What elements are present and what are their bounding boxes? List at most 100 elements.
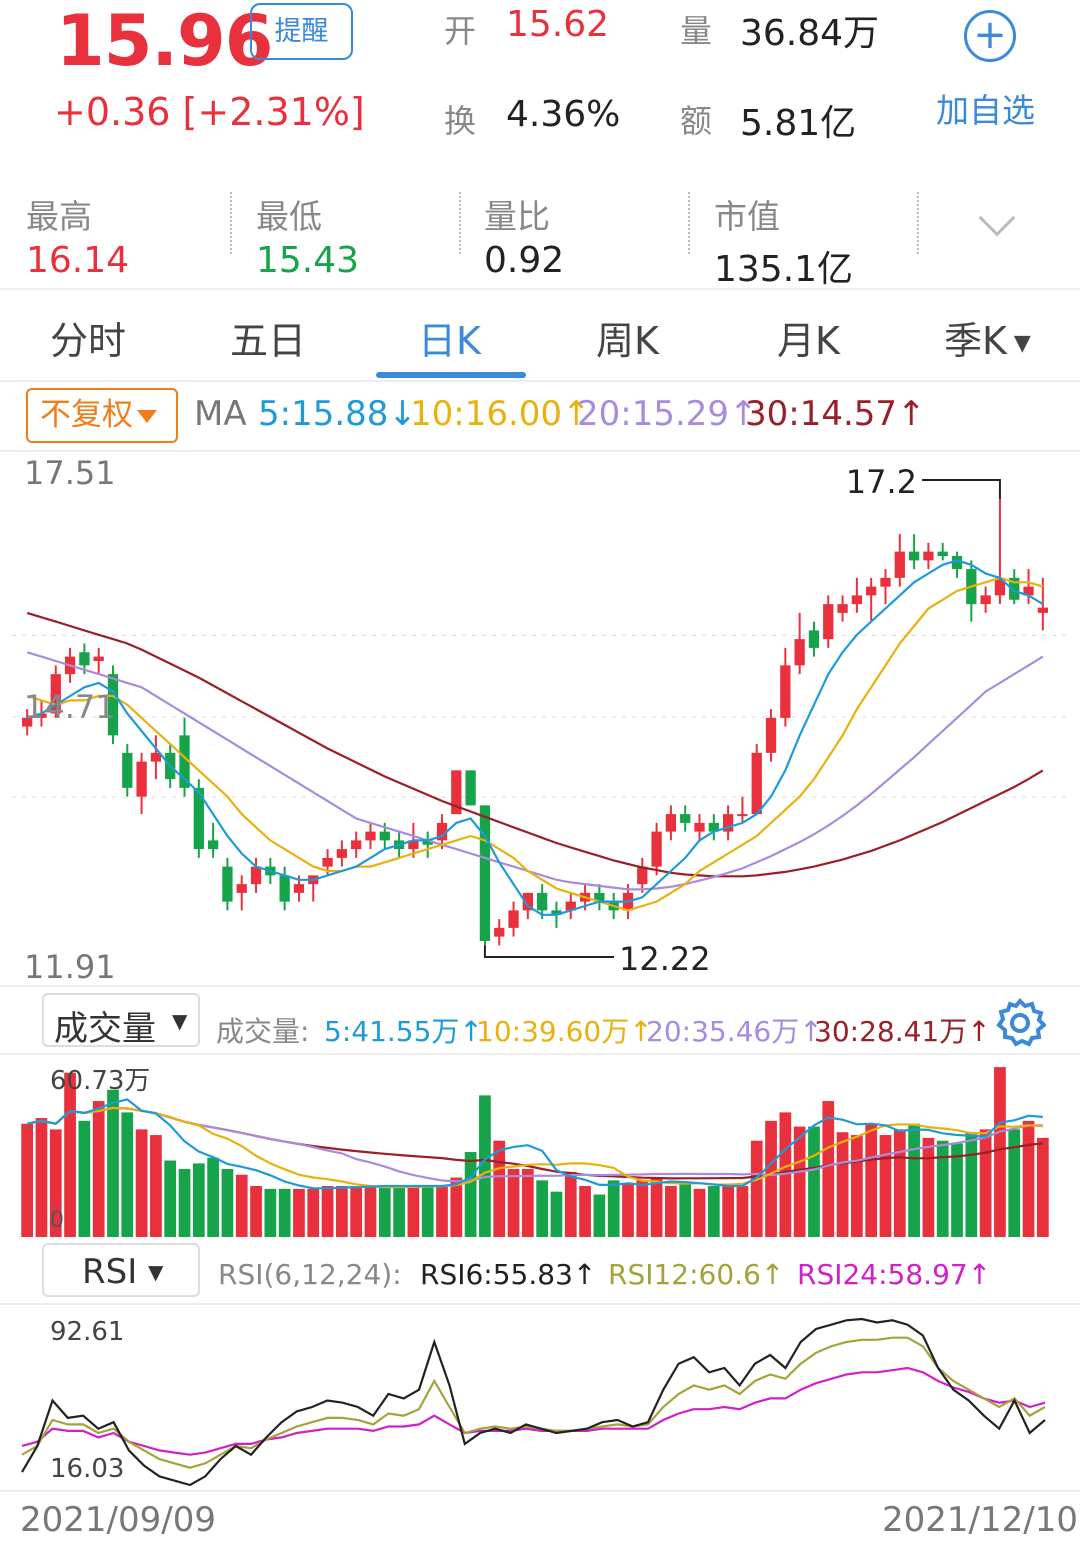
candle — [508, 910, 519, 928]
volume-chart[interactable]: 60.73万 0 — [0, 1055, 1080, 1240]
volume-ratio-label: 量比 — [484, 197, 550, 236]
rsi-max-label: 92.61 — [50, 1317, 124, 1347]
low-marker-line — [483, 945, 614, 958]
tab-weekly-k[interactable]: 周K — [596, 319, 659, 363]
candle — [193, 787, 204, 850]
tab-five-day[interactable]: 五日 — [230, 319, 307, 363]
volume-bar — [650, 1177, 663, 1237]
candle — [823, 604, 834, 640]
volume-bar — [293, 1188, 305, 1237]
candle — [250, 866, 262, 885]
rsi24-line — [21, 1366, 1046, 1456]
rsi-select-label: RSI — [82, 1252, 138, 1292]
volume-bar — [607, 1180, 620, 1237]
tab-intraday[interactable]: 分时 — [50, 319, 127, 363]
ma20-line — [26, 651, 1044, 891]
high-marker-label: 17.2 — [846, 463, 917, 501]
volume-bar — [879, 1135, 892, 1237]
vol10-value: 10:39.60万↑ — [476, 1015, 653, 1048]
volume-bar — [521, 1169, 534, 1237]
candle — [207, 840, 219, 850]
rsi24-value: RSI24:58.97↑ — [797, 1258, 992, 1291]
volume-bar — [1022, 1120, 1035, 1237]
ma10-value: 10:16.00↑ — [410, 394, 591, 434]
change-value: +0.36 — [54, 90, 171, 134]
candle — [837, 604, 848, 613]
candle — [494, 927, 505, 937]
volume-bar — [436, 1186, 448, 1237]
tab-daily-k[interactable]: 日K — [418, 319, 481, 363]
rsi-indicator-select[interactable]: RSI ▼ — [42, 1243, 200, 1297]
volume-bar — [679, 1183, 692, 1237]
candle — [336, 849, 348, 858]
volume-bar — [722, 1186, 734, 1237]
volume-bar — [336, 1186, 348, 1237]
candle — [808, 630, 820, 648]
low-marker-label: 12.22 — [619, 940, 711, 978]
volume-ma10-line — [26, 1106, 1043, 1189]
price-change: +0.36 [+2.31%] — [54, 90, 365, 134]
ma5-line — [26, 559, 1044, 916]
vol30-value: 30:28.41万↑ — [814, 1015, 991, 1048]
volume-indicator-select[interactable]: 成交量 ▼ — [42, 993, 200, 1049]
candle — [408, 840, 419, 850]
candle — [994, 577, 1006, 596]
tab-monthly-k[interactable]: 月K — [777, 319, 840, 363]
tab-quarterly-k[interactable]: 季K ▼ — [944, 319, 1031, 363]
volume-label: 量 — [680, 12, 713, 50]
volume-bar — [579, 1186, 591, 1237]
volume-bar — [493, 1140, 506, 1237]
candle — [50, 674, 61, 714]
candle — [465, 770, 476, 806]
rsi12-value: RSI12:60.6↑ — [608, 1258, 785, 1291]
y-axis-mid-label: 14.71 — [24, 688, 116, 726]
volume-bar — [808, 1126, 820, 1237]
turnover-label: 换 — [444, 102, 477, 140]
candle — [794, 639, 805, 666]
rsi6-line — [21, 1317, 1046, 1487]
volume-bar — [107, 1089, 119, 1237]
candle — [1009, 577, 1020, 600]
gear-icon[interactable] — [994, 996, 1046, 1048]
candle — [351, 840, 362, 850]
candle — [93, 656, 104, 661]
vol5-value: 5:41.55万↑ — [324, 1015, 483, 1048]
kline-chart[interactable]: 17.51 14.71 11.91 17.2 12.22 — [0, 450, 1080, 985]
chevron-down-icon[interactable] — [978, 199, 1016, 237]
low-value: 15.43 — [256, 240, 360, 281]
candle — [708, 822, 719, 832]
volume-bar — [564, 1171, 577, 1237]
volume-bar — [421, 1186, 434, 1237]
candle — [422, 840, 433, 845]
ma5-value: 5:15.88↓ — [258, 394, 417, 434]
adjust-select-label: 不复权 — [40, 397, 133, 433]
candle — [279, 875, 290, 902]
rsi-chart[interactable]: 92.61 16.03 — [0, 1305, 1080, 1490]
market-cap-value: 135.1亿 — [714, 249, 854, 290]
candle — [851, 595, 863, 605]
high-value: 16.14 — [26, 240, 130, 281]
candle — [894, 551, 905, 578]
change-percent: [+2.31%] — [182, 90, 365, 134]
volume-title: 成交量: — [216, 1015, 310, 1048]
candle — [665, 814, 677, 832]
turnover-value: 4.36% — [506, 94, 621, 135]
volume-bar — [49, 1129, 62, 1237]
candle — [136, 761, 147, 797]
candle — [322, 857, 333, 867]
volume-bar — [750, 1140, 763, 1237]
volume-select-label: 成交量 — [54, 1009, 156, 1049]
open-value: 15.62 — [506, 4, 610, 45]
y-axis-min-label: 11.91 — [24, 948, 116, 985]
volume-bar — [822, 1101, 835, 1237]
adjust-select[interactable]: 不复权 — [26, 388, 178, 443]
candle — [150, 752, 162, 762]
plus-circle-icon[interactable]: + — [964, 10, 1016, 62]
candle — [908, 551, 920, 561]
alert-button[interactable]: 提醒 — [250, 3, 353, 60]
candle — [236, 884, 247, 893]
volume-bar — [836, 1132, 849, 1237]
ma-label: MA — [194, 394, 247, 434]
candle — [594, 892, 605, 902]
add-watchlist-button[interactable]: 加自选 — [936, 91, 1035, 130]
